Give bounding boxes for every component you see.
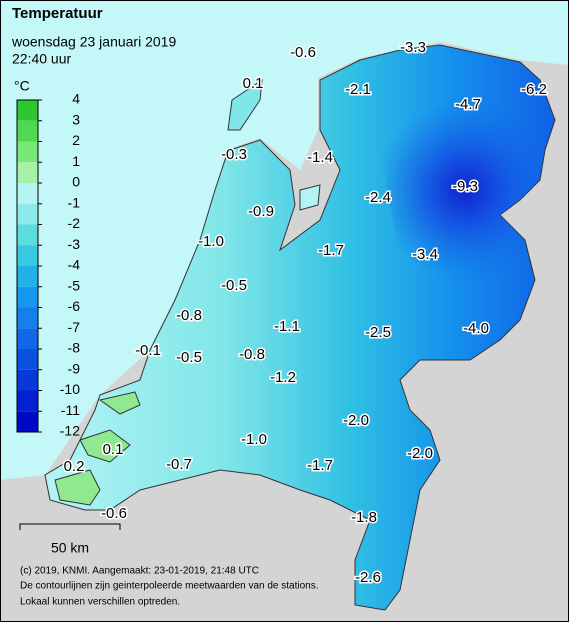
legend-swatch: [17, 369, 38, 391]
station-value: -0.6: [290, 44, 316, 61]
legend-swatch: [17, 120, 38, 142]
legend-swatch: [17, 203, 38, 225]
legend-label: -7: [68, 319, 81, 335]
station-value: -1.8: [351, 509, 377, 526]
station-value: -9.3: [452, 178, 478, 195]
station-value: 0.1: [243, 75, 264, 92]
station-value: -2.0: [407, 445, 433, 462]
station-value: -1.2: [270, 369, 296, 386]
station-value: -2.1: [345, 81, 371, 98]
legend-label: 1: [72, 153, 80, 169]
netherlands: [44, 44, 556, 611]
legend-label: -4: [68, 257, 81, 273]
station-value: -6.2: [521, 81, 547, 98]
station-value: 0.2: [64, 458, 85, 475]
station-value: -3.3: [400, 39, 426, 56]
legend-label: -6: [68, 298, 81, 314]
station-value: -4.0: [463, 320, 489, 337]
legend-label: -1: [68, 194, 81, 210]
station-value: -1.0: [241, 431, 267, 448]
legend-swatch: [17, 328, 38, 349]
legend-label: -11: [61, 402, 80, 418]
station-value: 0.1: [103, 441, 124, 458]
footer-line: (c) 2019, KNMI. Aangemaakt: 23-01-2019, …: [20, 566, 259, 577]
stations: -0.6 -3.3 0.1 -2.1 -4.7 -6.2 -0.3 -1.4 -9.3 -2.4 -…: [62, 37, 548, 587]
station-value: -0.9: [248, 203, 274, 220]
station-value: -2.5: [365, 324, 391, 341]
legend-label: -3: [68, 236, 81, 252]
station-value: -1.7: [307, 457, 333, 474]
station-value: -2.0: [343, 412, 369, 429]
station-value: -2.4: [365, 189, 391, 206]
legend-label: -12: [60, 423, 80, 439]
scale-bar: [19, 523, 121, 530]
station-value: -0.5: [176, 349, 202, 366]
time: 22:40 uur: [12, 51, 71, 67]
station-value: -4.7: [455, 96, 481, 113]
legend-label: -10: [60, 381, 80, 397]
sea: [0, 0, 569, 480]
legend-label: 0: [72, 174, 80, 190]
station-value: -0.6: [101, 505, 127, 522]
legend: 4 3 2 1 0 -1 -2 -3 -4 -5 -6 -7 -8 -9 -10 -11 -12: [16, 91, 81, 439]
date: woensdag 23 januari 2019: [11, 34, 176, 50]
legend-label: -5: [68, 277, 81, 293]
legend-unit: °C: [14, 78, 30, 94]
title: Temperatuur: [12, 5, 103, 22]
scale-label: 50 km: [51, 540, 89, 556]
station-value: -2.6: [355, 569, 381, 586]
legend-label: -8: [68, 340, 81, 356]
station-value: -0.8: [176, 307, 202, 324]
legend-swatch: [17, 162, 38, 183]
station-value: -1.0: [198, 233, 224, 250]
legend-swatch: [17, 224, 38, 246]
legend-swatch: [17, 307, 38, 329]
legend-swatch: [17, 390, 38, 412]
legend-label: -2: [68, 215, 81, 231]
legend-label: 3: [72, 111, 80, 127]
footer-line: Lokaal kunnen verschillen optreden.: [20, 597, 180, 608]
station-value: -0.3: [221, 146, 247, 163]
legend-swatch: [17, 411, 38, 432]
legend-swatch: [17, 183, 38, 204]
legend-swatch: [17, 286, 38, 308]
station-value: -1.1: [274, 318, 300, 335]
station-value: -0.5: [221, 277, 247, 294]
legend-label: -9: [68, 360, 81, 376]
station-value: -0.7: [166, 456, 192, 473]
legend-swatch: [17, 245, 38, 266]
footer-line: De contourlijnen zijn geinterpoleerde me…: [20, 581, 319, 592]
station-value: -1.7: [318, 242, 344, 259]
legend-swatch: [17, 266, 38, 287]
legend-swatch: [17, 349, 38, 370]
station-value: -3.4: [412, 246, 438, 263]
legend-label: 2: [72, 132, 80, 148]
station-value: -1.4: [307, 149, 333, 166]
legend-swatch: [17, 100, 38, 121]
legend-swatch: [17, 141, 38, 163]
station-value: -0.1: [135, 342, 161, 359]
station-value: -0.8: [239, 346, 265, 363]
legend-label: 4: [72, 91, 80, 107]
